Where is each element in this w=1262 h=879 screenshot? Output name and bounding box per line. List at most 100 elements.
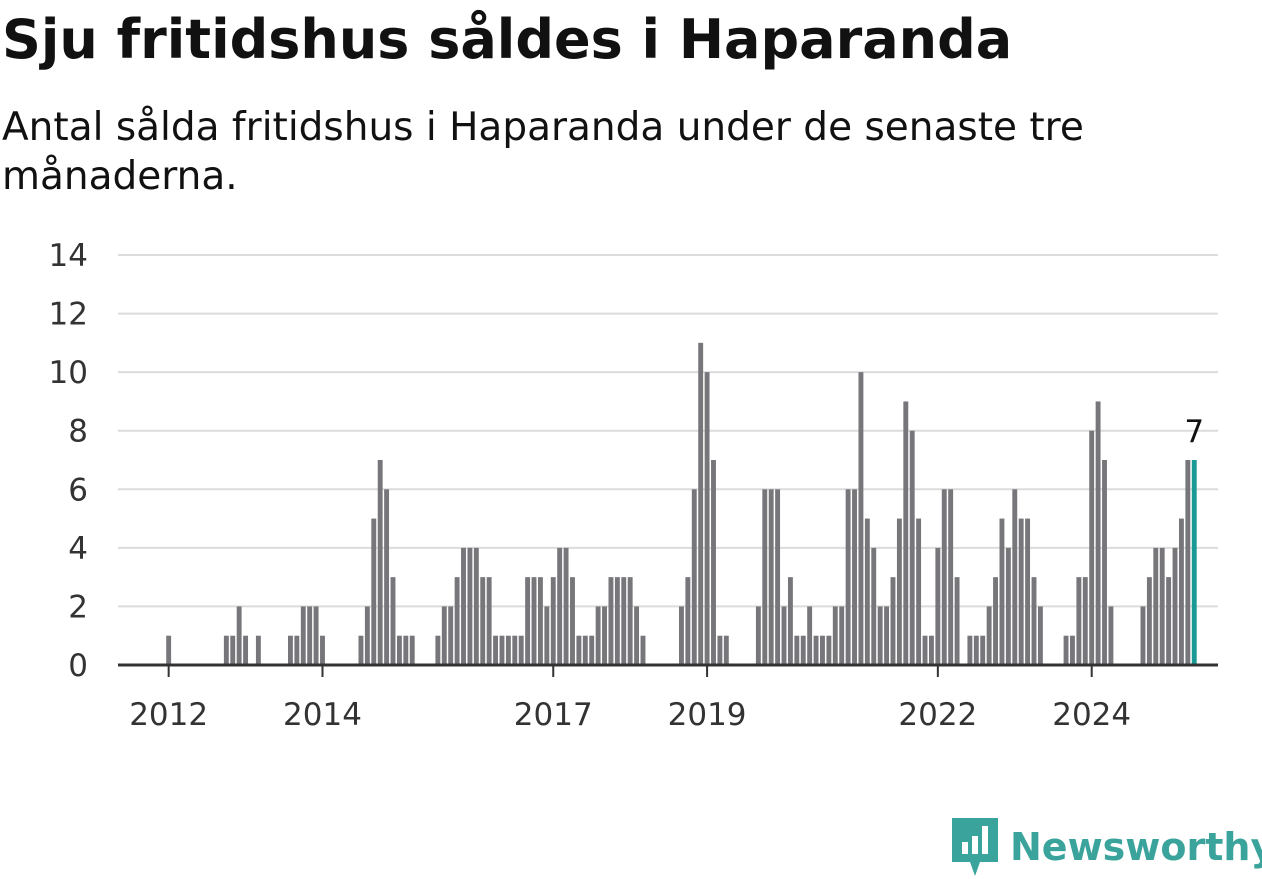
bar (1012, 489, 1018, 665)
bar (800, 635, 806, 665)
bar (679, 606, 684, 665)
bar (762, 489, 768, 665)
y-tick-label: 8 (68, 414, 88, 450)
bar (557, 547, 563, 665)
x-tick-label: 2024 (1052, 697, 1131, 733)
bar (364, 606, 370, 665)
bar (467, 547, 473, 665)
bar (243, 635, 249, 665)
y-tick-label: 2 (68, 589, 88, 625)
bar (454, 577, 460, 665)
bar (582, 635, 588, 665)
bars (166, 342, 1197, 665)
bar (166, 635, 172, 665)
y-tick-label: 4 (68, 531, 88, 567)
bar (916, 518, 922, 665)
chart-title: Sju fritidshus såldes i Haparanda (2, 8, 1013, 71)
y-tick-label: 14 (49, 238, 88, 274)
bar (704, 372, 710, 665)
bar (1108, 606, 1114, 665)
bar (313, 606, 319, 665)
bar (1025, 518, 1031, 665)
bar (820, 635, 825, 665)
bar (223, 635, 229, 665)
bar (634, 606, 640, 665)
bar (486, 577, 492, 665)
bar (986, 606, 992, 665)
bar (531, 577, 537, 665)
bar (230, 635, 236, 665)
bar (852, 489, 857, 665)
bar (941, 489, 947, 665)
bar (993, 577, 998, 665)
bar (525, 577, 531, 665)
bar (255, 635, 261, 665)
bar (1018, 518, 1024, 665)
bar (980, 635, 986, 665)
bar (864, 518, 870, 665)
bar (602, 606, 607, 665)
bar (922, 635, 928, 665)
bar (890, 577, 896, 665)
bar (909, 430, 915, 665)
bar (928, 635, 934, 665)
bar (826, 635, 832, 665)
bar (723, 635, 729, 665)
y-tick-label: 12 (49, 297, 88, 333)
bar (589, 635, 595, 665)
bar (493, 635, 499, 665)
bar (839, 606, 845, 665)
bar (544, 606, 550, 665)
bar (794, 635, 800, 665)
bar (948, 489, 954, 665)
bar (871, 547, 877, 665)
gridlines (118, 254, 1218, 608)
bar (621, 577, 627, 665)
bar (576, 635, 582, 665)
x-axis-ticks: 2012 2014 2017 2019 2022 2024 (129, 665, 1131, 733)
bar (711, 460, 716, 665)
bar (1140, 606, 1146, 665)
bar (627, 577, 633, 665)
chart-subtitle: Antal sålda fritidshus i Haparanda under… (2, 105, 1084, 199)
latest-value-label: 7 (1184, 414, 1204, 450)
x-tick-label: 2019 (668, 697, 747, 733)
bar (300, 606, 306, 665)
bar (480, 577, 486, 665)
bar (1005, 547, 1011, 665)
bar (845, 489, 851, 665)
x-tick-label: 2012 (129, 697, 208, 733)
bar (640, 635, 646, 665)
x-tick-label: 2014 (283, 697, 362, 733)
bar (755, 606, 761, 665)
bar (954, 577, 960, 665)
bar (1082, 577, 1088, 665)
bar (307, 606, 313, 665)
bar (768, 489, 774, 665)
bar (1037, 606, 1043, 665)
bar (403, 635, 409, 665)
bar (435, 635, 441, 665)
bar (294, 635, 300, 665)
brand-name: Newsworthy (1010, 825, 1262, 869)
bar (505, 635, 511, 665)
bar (1076, 577, 1082, 665)
bar (1178, 518, 1184, 665)
bar (1172, 547, 1178, 665)
bar-chart: 0 2 4 6 8 10 12 14 2012 2014 2017 2019 2022 2024 7 (49, 238, 1218, 733)
bar (1063, 635, 1069, 665)
bar (1153, 547, 1159, 665)
bar (390, 577, 396, 665)
bar (287, 635, 293, 665)
bar (1159, 547, 1165, 665)
bar (1102, 460, 1107, 665)
bar (595, 606, 601, 665)
bar (691, 489, 697, 665)
bar (781, 606, 787, 665)
bar (1146, 577, 1152, 665)
x-tick-label: 2017 (514, 697, 593, 733)
bar (877, 606, 883, 665)
bar (967, 635, 973, 665)
bar (858, 372, 864, 665)
bar (396, 635, 402, 665)
